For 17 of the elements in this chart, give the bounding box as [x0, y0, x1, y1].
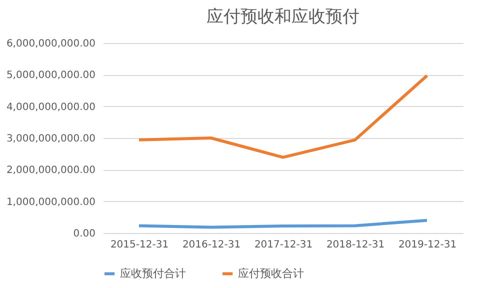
x-tick-label: 2016-12-31 [182, 240, 241, 250]
y-tick-label: 6,000,000,000.00 [6, 38, 96, 50]
legend-label: 应付预收合计 [238, 266, 304, 280]
y-tick-label: 0.00 [73, 228, 96, 240]
x-tick-label: 2019-12-31 [398, 240, 457, 250]
x-tick-label: 2017-12-31 [254, 240, 313, 250]
line-series [138, 218, 428, 229]
line-series [138, 74, 428, 159]
x-tick-label: 2018-12-31 [326, 240, 385, 250]
x-tick-label: 2015-12-31 [110, 240, 169, 250]
y-tick-label: 5,000,000,000.00 [6, 70, 96, 82]
legend-label: 应收预付合计 [120, 266, 186, 280]
y-tick-label: 2,000,000,000.00 [6, 165, 96, 176]
y-tick-label: 3,000,000,000.00 [6, 134, 96, 144]
chart-title: 应付预收和应收预付 [206, 7, 360, 27]
y-tick-label: 4,000,000,000.00 [6, 102, 96, 113]
y-tick-label: 1,000,000,000.00 [6, 196, 96, 208]
